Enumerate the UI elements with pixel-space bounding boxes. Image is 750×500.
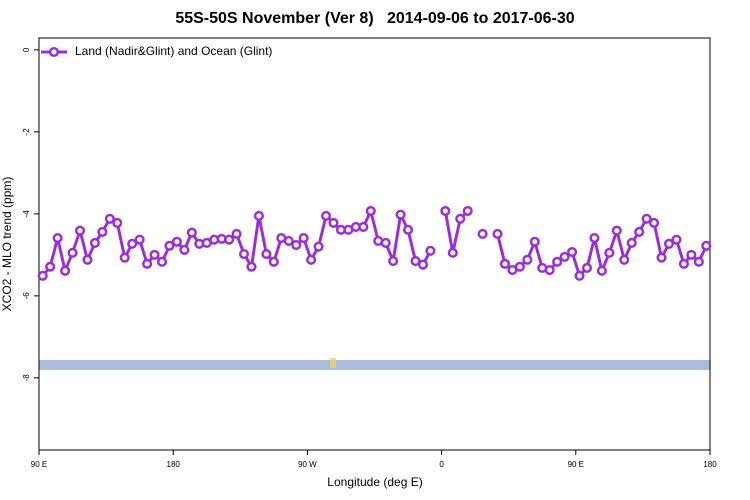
data-point — [320, 210, 332, 221]
data-point — [492, 228, 503, 240]
data-point — [268, 256, 279, 267]
data-point — [365, 205, 376, 217]
data-point — [425, 245, 436, 256]
data-point — [447, 247, 458, 258]
data-point — [186, 227, 197, 238]
data-point — [589, 233, 600, 244]
data-point — [134, 234, 145, 245]
data-point — [604, 247, 615, 258]
data-point — [649, 217, 660, 228]
data-point — [641, 213, 652, 224]
data-point — [388, 255, 399, 267]
data-point — [224, 234, 235, 245]
data-point — [238, 248, 250, 260]
data-point — [529, 236, 540, 247]
x-tick-label: 180 — [703, 460, 717, 469]
data-point — [663, 238, 675, 249]
x-tick-label: 90 W — [298, 460, 317, 469]
data-point — [686, 249, 697, 260]
data-point — [298, 233, 309, 244]
data-point — [410, 255, 421, 267]
data-point — [82, 254, 93, 265]
data-point — [149, 249, 160, 260]
data-point — [514, 261, 525, 272]
data-point — [164, 240, 175, 251]
data-point — [581, 262, 593, 274]
y-tick-label: -6 — [22, 292, 31, 300]
data-point — [499, 258, 511, 269]
data-point — [89, 237, 100, 249]
x-tick-label: 90 E — [568, 460, 584, 469]
data-point — [678, 258, 689, 269]
data-point — [380, 237, 391, 249]
data-point — [626, 237, 637, 249]
data-point — [306, 254, 317, 265]
data-point — [253, 210, 264, 221]
data-point — [559, 251, 570, 262]
data-point — [60, 265, 71, 276]
data-point — [403, 224, 414, 235]
surface-band-patch — [330, 358, 336, 368]
data-point — [701, 240, 712, 251]
data-point — [127, 238, 138, 249]
data-point — [112, 217, 123, 228]
y-tick-label: -8 — [22, 374, 31, 382]
x-tick-label: 180 — [167, 460, 181, 469]
data-point — [544, 264, 555, 276]
data-point — [171, 236, 182, 247]
data-point — [37, 270, 48, 281]
data-point — [574, 270, 585, 281]
data-point — [104, 213, 115, 224]
surface-band — [39, 360, 710, 370]
data-point — [291, 239, 302, 251]
data-point — [313, 241, 324, 252]
data-point — [395, 209, 406, 220]
data-point — [45, 261, 56, 272]
data-point — [52, 233, 63, 244]
data-point — [328, 217, 339, 228]
data-point — [119, 252, 130, 263]
x-tick-label: 0 — [439, 460, 444, 469]
data-point — [522, 254, 533, 265]
chart-title: 55S-50S November (Ver 8) 2014-09-06 to 2… — [175, 10, 574, 27]
y-tick-label: 0 — [22, 47, 31, 52]
data-point — [462, 205, 473, 217]
data-point — [246, 261, 257, 272]
data-point — [552, 256, 563, 267]
data-point — [231, 228, 242, 240]
data-point — [611, 225, 622, 236]
data-point — [477, 228, 488, 240]
data-point — [261, 248, 272, 260]
data-point — [74, 225, 86, 236]
data-point — [567, 246, 578, 258]
data-point — [596, 265, 607, 276]
y-axis-label: XCO2 - MLO trend (ppm) — [0, 177, 14, 312]
x-axis-label: Longitude (deg E) — [327, 475, 422, 489]
data-point — [634, 226, 645, 237]
data-point — [656, 252, 667, 263]
data-point — [283, 235, 294, 246]
data-point — [67, 247, 78, 258]
data-point — [417, 259, 429, 270]
legend-label: Land (Nadir&Glint) and Ocean (Glint) — [75, 44, 272, 58]
data-point — [671, 234, 682, 245]
legend-marker — [48, 46, 60, 58]
data-point — [455, 213, 466, 224]
data-point — [179, 244, 190, 255]
data-point — [142, 258, 153, 269]
data-point — [693, 256, 704, 267]
y-tick-label: -4 — [22, 210, 31, 218]
data-point — [156, 256, 168, 267]
data-point — [358, 221, 369, 233]
x-tick-label: 90 E — [31, 460, 47, 469]
data-point — [440, 205, 451, 217]
data-point — [97, 226, 108, 237]
data-point — [619, 254, 630, 265]
y-tick-label: -2 — [22, 128, 31, 136]
